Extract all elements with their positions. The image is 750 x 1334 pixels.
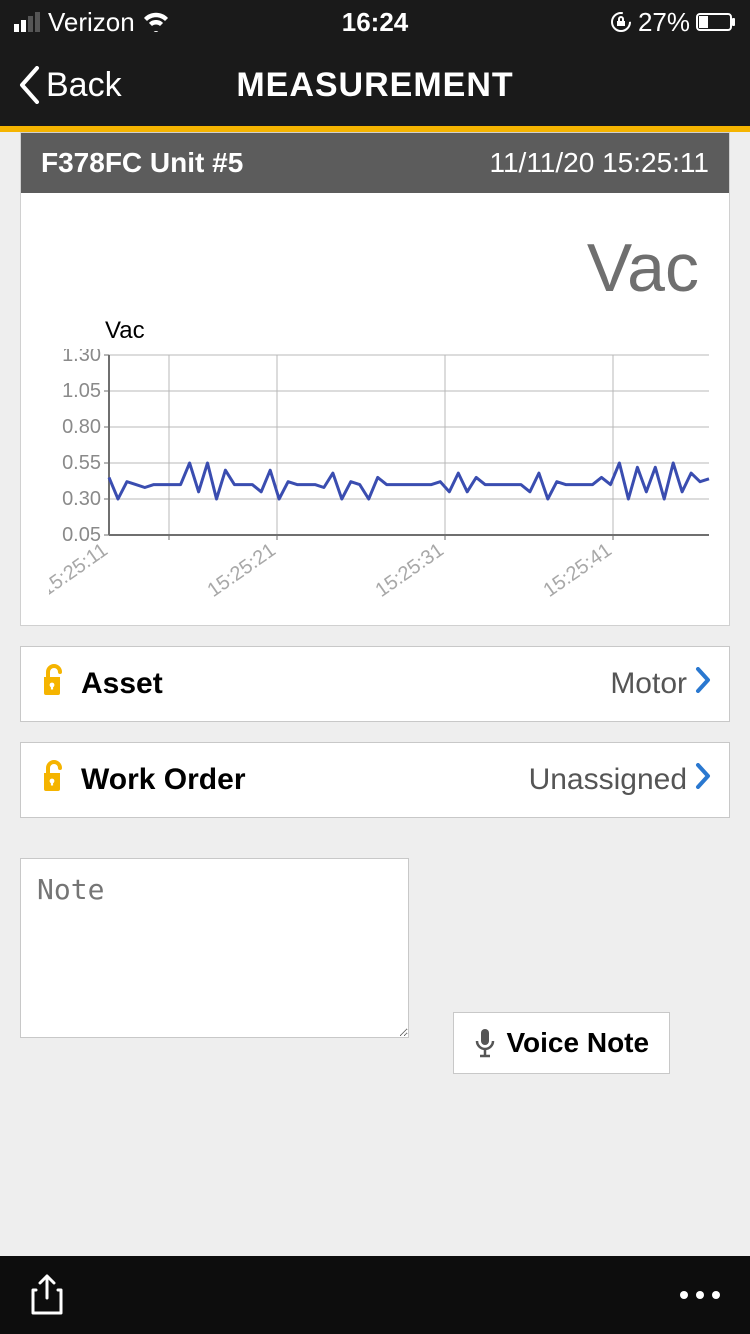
measurement-timestamp: 11/11/20 15:25:11 (489, 147, 709, 179)
card-header: F378FC Unit #5 11/11/20 15:25:11 (21, 133, 729, 193)
note-textarea[interactable] (20, 858, 409, 1038)
voice-note-button[interactable]: Voice Note (453, 1012, 670, 1074)
measurement-card: F378FC Unit #5 11/11/20 15:25:11 Vac Vac… (20, 132, 730, 626)
status-left: Verizon (14, 7, 342, 38)
work-order-value: Unassigned (529, 763, 687, 797)
wifi-icon (143, 12, 169, 32)
unit-name: F378FC Unit #5 (41, 147, 243, 179)
status-right: 27% (408, 7, 736, 38)
svg-text:0.55: 0.55 (62, 452, 101, 474)
svg-text:0.30: 0.30 (62, 488, 101, 510)
svg-text:15:25:31: 15:25:31 (371, 539, 447, 602)
svg-text:15:25:11: 15:25:11 (49, 539, 112, 601)
unlock-icon (39, 759, 69, 801)
chevron-right-icon (695, 667, 711, 701)
bottom-toolbar (0, 1256, 750, 1334)
orientation-lock-icon (610, 11, 632, 33)
asset-label: Asset (81, 667, 163, 701)
chart-container: Vac 0.050.300.550.801.051.3015:25:1115:2… (21, 317, 729, 625)
svg-text:1.05: 1.05 (62, 380, 101, 402)
battery-icon (696, 13, 736, 31)
status-time: 16:24 (342, 7, 409, 38)
battery-percent: 27% (638, 7, 690, 38)
content-area[interactable]: F378FC Unit #5 11/11/20 15:25:11 Vac Vac… (0, 132, 750, 1256)
work-order-row[interactable]: Work Order Unassigned (20, 742, 730, 818)
back-button[interactable]: Back (0, 66, 122, 105)
more-button[interactable] (680, 1291, 720, 1299)
chevron-right-icon (695, 763, 711, 797)
back-label: Back (46, 66, 122, 105)
unlock-icon (39, 663, 69, 705)
microphone-icon (474, 1028, 496, 1058)
chevron-left-icon (18, 66, 40, 104)
y-axis-title: Vac (105, 317, 709, 345)
svg-text:15:25:21: 15:25:21 (203, 539, 279, 602)
measurement-type-label: Vac (21, 193, 729, 317)
asset-row[interactable]: Asset Motor (20, 646, 730, 722)
work-order-label: Work Order (81, 763, 246, 797)
share-button[interactable] (30, 1274, 64, 1316)
nav-bar: Back MEASUREMENT (0, 44, 750, 126)
voice-note-label: Voice Note (506, 1027, 649, 1059)
line-chart: 0.050.300.550.801.051.3015:25:1115:25:21… (49, 349, 719, 605)
svg-text:1.30: 1.30 (62, 349, 101, 366)
status-bar: Verizon 16:24 27% (0, 0, 750, 44)
svg-text:15:25:41: 15:25:41 (539, 539, 615, 602)
asset-value: Motor (610, 667, 687, 701)
carrier-label: Verizon (48, 7, 135, 38)
svg-text:0.80: 0.80 (62, 416, 101, 438)
signal-bars-icon (14, 12, 40, 32)
